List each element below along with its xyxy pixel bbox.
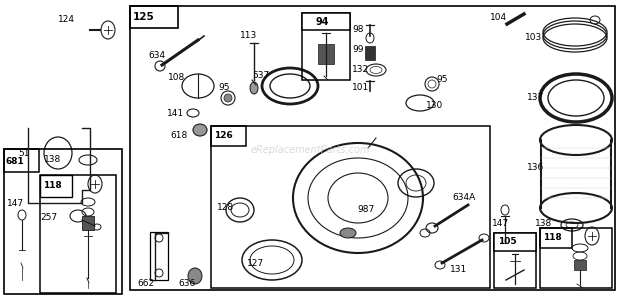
Text: 101: 101 [352, 83, 370, 92]
Text: 147: 147 [492, 218, 509, 227]
Text: eReplacementParts.com: eReplacementParts.com [250, 145, 370, 155]
Text: 95: 95 [218, 83, 229, 92]
Text: 108: 108 [168, 74, 185, 83]
Text: 98: 98 [352, 26, 363, 35]
Text: 118: 118 [43, 181, 62, 190]
Text: 94: 94 [316, 17, 329, 27]
Bar [4, 149, 39, 172]
Bar [82, 216, 94, 230]
Text: 128: 128 [217, 204, 234, 212]
Bar [211, 126, 246, 146]
Text: 95: 95 [436, 75, 448, 85]
Text: 113: 113 [240, 32, 257, 41]
Text: 127: 127 [247, 258, 264, 268]
Text: 141: 141 [167, 108, 184, 117]
Text: 105: 105 [498, 238, 516, 246]
Text: 662: 662 [137, 280, 154, 288]
Bar [318, 44, 334, 64]
Ellipse shape [250, 82, 258, 94]
Text: 257: 257 [40, 213, 57, 223]
Bar [540, 228, 612, 288]
Ellipse shape [193, 124, 207, 136]
Text: 99: 99 [352, 46, 363, 55]
Text: 132: 132 [352, 66, 369, 74]
Text: 137: 137 [527, 94, 544, 103]
Bar [302, 13, 350, 30]
Bar [574, 260, 586, 270]
Ellipse shape [340, 228, 356, 238]
Text: 681: 681 [6, 156, 25, 165]
Text: 987: 987 [357, 206, 374, 215]
Bar [494, 233, 536, 251]
Text: 636: 636 [178, 280, 195, 288]
Text: 131: 131 [450, 266, 467, 274]
Bar [40, 175, 72, 197]
Text: 130: 130 [426, 100, 443, 109]
Ellipse shape [224, 94, 232, 102]
Text: 147: 147 [7, 198, 24, 207]
Text: 618: 618 [170, 131, 187, 140]
Bar [540, 228, 572, 248]
Text: 138: 138 [535, 220, 552, 229]
Text: 126: 126 [214, 131, 232, 140]
Text: 118: 118 [543, 234, 562, 243]
Text: 136: 136 [527, 164, 544, 173]
Text: 537: 537 [252, 72, 269, 80]
Bar [40, 175, 116, 293]
Text: 103: 103 [525, 33, 542, 43]
Text: 125: 125 [133, 12, 155, 22]
Bar [4, 149, 122, 294]
Text: 124: 124 [58, 15, 75, 24]
Bar [211, 126, 490, 288]
Text: 138: 138 [44, 156, 61, 164]
Bar [302, 13, 350, 30]
Bar [150, 232, 168, 280]
Text: 104: 104 [490, 13, 507, 23]
Text: 51: 51 [18, 148, 30, 158]
Bar [365, 46, 375, 60]
Bar [494, 233, 536, 251]
Bar [494, 233, 536, 288]
Bar [302, 13, 350, 80]
Text: 634A: 634A [452, 193, 476, 203]
Bar [130, 6, 615, 290]
Bar [130, 6, 178, 28]
Ellipse shape [188, 268, 202, 284]
Text: 634: 634 [148, 50, 165, 60]
